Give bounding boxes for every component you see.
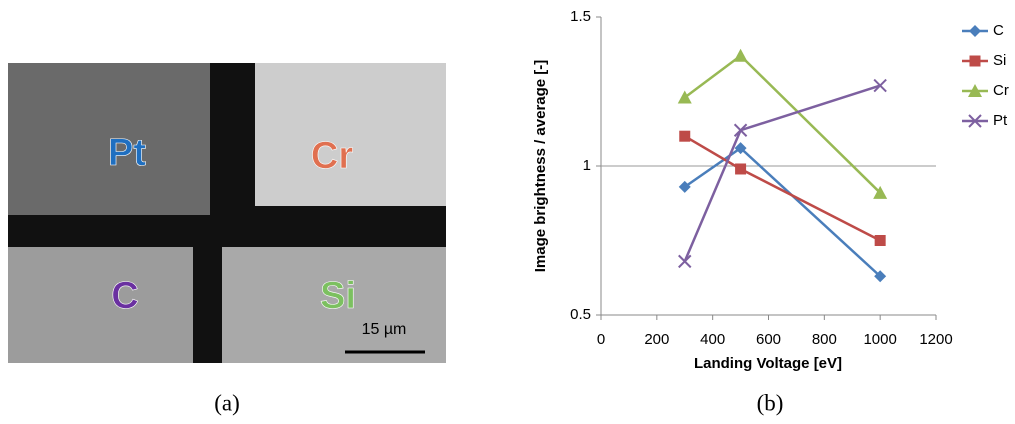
x-tick-label: 200 — [644, 331, 669, 348]
marker — [874, 235, 886, 246]
y-axis-title: Image brightness / average [-] — [532, 60, 549, 273]
cr-pad — [255, 63, 446, 206]
marker — [874, 270, 887, 283]
x-tick-label: 1200 — [919, 331, 952, 348]
element-label: Si — [320, 275, 356, 317]
x-tick-label: 1000 — [863, 331, 896, 348]
marker — [969, 55, 981, 67]
element-label: Cr — [311, 135, 353, 177]
si-pad — [222, 247, 446, 363]
y-tick-label: 1 — [583, 157, 591, 174]
legend-label: Pt — [993, 112, 1008, 129]
x-tick-label: 400 — [700, 331, 725, 348]
sem-image: Pt Cr C Si 15 µm — [8, 63, 446, 363]
caption: (b) — [757, 390, 784, 415]
x-axis-title: Landing Voltage [eV] — [694, 355, 842, 372]
pt-pad — [8, 63, 210, 215]
marker — [968, 84, 982, 97]
marker — [733, 123, 748, 137]
x-tick-label: 600 — [756, 331, 781, 348]
caption: (a) — [214, 390, 240, 415]
marker — [677, 90, 692, 104]
marker — [968, 114, 982, 128]
series-line — [684, 146, 882, 278]
series-line — [684, 54, 882, 194]
marker — [678, 180, 691, 193]
series-line — [683, 84, 881, 262]
legend-label: C — [993, 22, 1004, 39]
marker — [734, 142, 747, 155]
marker — [733, 48, 748, 62]
y-tick-label: 1.5 — [570, 8, 591, 25]
c-pad — [8, 247, 193, 363]
element-label: Pt — [108, 132, 146, 174]
x-tick-label: 800 — [812, 331, 837, 348]
marker — [873, 78, 887, 93]
legend-label: Si — [993, 52, 1006, 69]
x-tick-label: 0 — [597, 331, 605, 348]
scale-bar-label: 15 µm — [362, 321, 407, 338]
y-tick-label: 0.5 — [570, 306, 591, 323]
marker — [873, 185, 888, 199]
marker — [679, 130, 691, 142]
marker — [735, 163, 747, 175]
marker — [678, 254, 692, 269]
element-label: C — [111, 275, 138, 317]
legend-label: Cr — [993, 82, 1009, 99]
series-line — [684, 135, 881, 242]
marker — [969, 25, 981, 37]
